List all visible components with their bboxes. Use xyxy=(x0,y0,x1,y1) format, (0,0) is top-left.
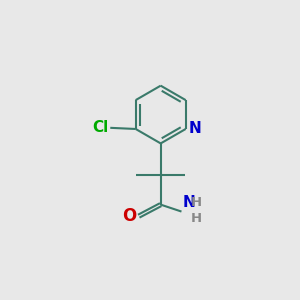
Text: O: O xyxy=(122,207,136,225)
Text: H: H xyxy=(191,196,202,209)
Text: Cl: Cl xyxy=(92,120,108,135)
Text: N: N xyxy=(183,195,195,210)
Text: N: N xyxy=(189,122,201,136)
Text: H: H xyxy=(191,212,202,225)
